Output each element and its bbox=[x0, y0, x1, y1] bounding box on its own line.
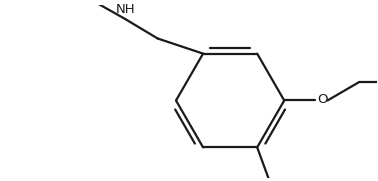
Text: NH: NH bbox=[115, 3, 135, 16]
Text: O: O bbox=[317, 93, 328, 106]
